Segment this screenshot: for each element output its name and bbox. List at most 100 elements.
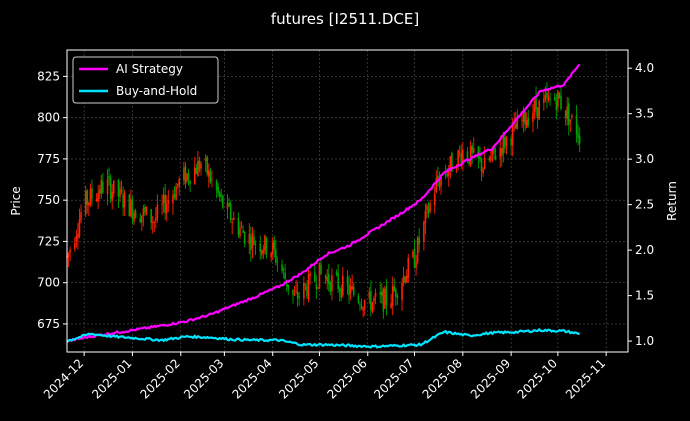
candle-body [77, 233, 79, 239]
candle-body [515, 123, 517, 129]
candle-body [282, 269, 285, 270]
candle-body [315, 283, 318, 289]
series-layer [66, 63, 581, 349]
candle-body [479, 157, 481, 159]
candle-body [253, 236, 255, 245]
candle-body [427, 208, 430, 214]
candle-body [444, 174, 447, 176]
candle-body [564, 110, 567, 118]
candle-body [211, 179, 213, 181]
candle-body [133, 212, 135, 222]
candle-body [264, 235, 266, 251]
candle-body [161, 203, 163, 205]
candle-body [226, 202, 229, 209]
candle-body [251, 233, 254, 248]
candle-body [516, 117, 519, 129]
candle-body [488, 158, 491, 161]
candle-body [480, 158, 483, 172]
candle-body [472, 147, 475, 153]
candle-body [276, 261, 279, 263]
candle-body [317, 287, 319, 289]
candle-body [390, 303, 392, 308]
candle-body [178, 179, 180, 187]
candle-body [100, 180, 103, 194]
candle-body [571, 115, 573, 117]
y-left-tick-label: 725 [37, 234, 60, 248]
candle-body [307, 274, 310, 300]
candle-body [162, 194, 165, 204]
candle-body [437, 175, 439, 182]
candle-body [239, 227, 241, 237]
candle-body [117, 179, 120, 197]
candle-body [557, 90, 559, 108]
candle-body [193, 167, 196, 184]
candle-body [331, 275, 333, 292]
candle-body [229, 203, 232, 221]
candle-body [396, 295, 399, 298]
candle-body [172, 195, 174, 204]
candle-body [111, 191, 113, 201]
candle-body [362, 307, 364, 311]
candle-body [304, 284, 307, 286]
candle-body [490, 155, 492, 161]
candle-body [401, 282, 403, 301]
candle-body [578, 136, 581, 144]
candle-body [569, 119, 572, 122]
candle-body [546, 92, 548, 98]
y-right-tick-label: 3.0 [635, 152, 654, 166]
candle-body [151, 221, 154, 224]
candle-body [260, 250, 263, 255]
candle-body [195, 168, 198, 174]
candle-body [303, 283, 305, 299]
candle-body [145, 207, 148, 215]
candle-body [271, 242, 274, 255]
candle-body [309, 273, 311, 276]
candle-body [284, 272, 286, 280]
candle-body [521, 119, 523, 121]
y-right-tick-label: 4.0 [635, 61, 654, 75]
candle-body [379, 292, 382, 295]
legend-label-ai-strategy: AI Strategy [116, 62, 183, 76]
candle-body [382, 288, 385, 312]
candle-body [412, 251, 414, 257]
candle-body [89, 188, 92, 205]
ai-strategy-line [66, 63, 581, 343]
y-right-tick-label: 1.0 [635, 334, 654, 348]
candle-body [447, 170, 450, 176]
candle-body [173, 193, 176, 198]
candle-body [471, 146, 473, 153]
candle-body [228, 203, 230, 207]
candle-body [373, 297, 375, 302]
candle-body [449, 156, 452, 169]
candle-body [340, 287, 343, 298]
candle-body [500, 148, 503, 156]
y-right-tick-label: 2.5 [635, 198, 654, 212]
candle-body [262, 250, 265, 254]
candle-body [98, 189, 101, 194]
candle-body [566, 106, 569, 120]
candle-body [535, 97, 537, 110]
candle-body [75, 236, 78, 242]
candle-body [73, 242, 76, 250]
candle-body [577, 133, 579, 138]
candle-body [88, 202, 90, 206]
candle-body [141, 215, 143, 223]
candle-body [374, 292, 377, 297]
candle-body [134, 210, 137, 219]
candle-body [220, 194, 223, 197]
candle-body [505, 137, 508, 146]
candle-body [296, 292, 299, 299]
candle-body [384, 288, 386, 309]
candle-body [462, 149, 464, 165]
y-left-tick-label: 775 [37, 152, 60, 166]
candle-body [370, 290, 372, 311]
candle-body [187, 173, 190, 180]
candle-body [547, 96, 550, 101]
candle-body [197, 160, 199, 177]
candle-body [418, 237, 420, 245]
candle-body [405, 276, 408, 283]
candle-body [553, 97, 556, 101]
y-right-tick-label: 3.5 [635, 107, 654, 121]
